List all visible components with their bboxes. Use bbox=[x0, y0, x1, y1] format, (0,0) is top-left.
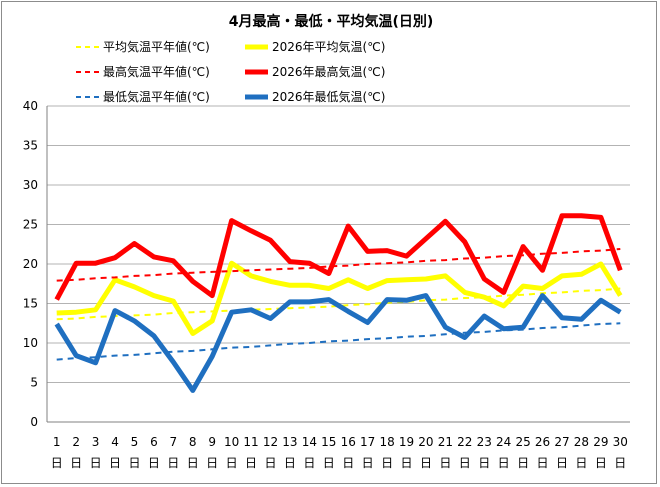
x-tick-label: 5 bbox=[131, 435, 139, 449]
x-tick-suffix: 日 bbox=[226, 456, 238, 470]
x-tick-suffix: 日 bbox=[381, 456, 393, 470]
x-tick-label: 15 bbox=[321, 435, 336, 449]
gridlines bbox=[46, 105, 630, 423]
x-tick-label: 9 bbox=[208, 435, 216, 449]
x-tick-label: 11 bbox=[243, 435, 258, 449]
x-tick-suffix: 日 bbox=[537, 456, 549, 470]
y-axis-ticks: 0 5 10 15 20 25 30 35 40 bbox=[23, 99, 38, 429]
legend-label-3: 2026年最高気温(℃) bbox=[272, 64, 385, 79]
x-tick-label: 12 bbox=[263, 435, 278, 449]
y-tick-label: 30 bbox=[23, 178, 38, 192]
x-tick-label: 29 bbox=[593, 435, 608, 449]
x-tick-suffix: 日 bbox=[342, 456, 354, 470]
x-tick-suffix: 日 bbox=[187, 456, 199, 470]
y-tick-label: 10 bbox=[23, 336, 38, 350]
x-tick-suffix: 日 bbox=[109, 456, 121, 470]
series-line-3 bbox=[54, 213, 623, 301]
x-tick-label: 28 bbox=[574, 435, 589, 449]
x-tick-suffix: 日 bbox=[517, 456, 529, 470]
x-tick-suffix: 日 bbox=[51, 456, 63, 470]
x-tick-label: 26 bbox=[535, 435, 550, 449]
x-tick-label: 13 bbox=[282, 435, 297, 449]
x-tick-label: 14 bbox=[302, 435, 317, 449]
y-tick-label: 15 bbox=[23, 297, 38, 311]
series-group bbox=[54, 213, 623, 393]
x-tick-label: 30 bbox=[613, 435, 628, 449]
legend-label-4: 最低気温平年値(℃) bbox=[103, 89, 210, 104]
x-tick-suffix: 日 bbox=[167, 456, 179, 470]
x-tick-label: 10 bbox=[224, 435, 239, 449]
x-tick-label: 20 bbox=[418, 435, 433, 449]
x-tick-suffix: 日 bbox=[303, 456, 315, 470]
x-tick-label: 2 bbox=[72, 435, 80, 449]
x-tick-suffix: 日 bbox=[401, 456, 413, 470]
x-tick-suffix: 日 bbox=[459, 456, 471, 470]
legend-label-1: 2026年平均気温(℃) bbox=[272, 39, 385, 54]
x-tick-label: 4 bbox=[111, 435, 119, 449]
x-tick-label: 1 bbox=[53, 435, 61, 449]
x-tick-label: 25 bbox=[515, 435, 530, 449]
y-tick-label: 25 bbox=[23, 218, 38, 232]
x-tick-suffix: 日 bbox=[264, 456, 276, 470]
x-tick-label: 8 bbox=[189, 435, 197, 449]
x-tick-suffix: 日 bbox=[90, 456, 102, 470]
legend-label-5: 2026年最低気温(℃) bbox=[272, 89, 385, 104]
x-tick-label: 22 bbox=[457, 435, 472, 449]
x-tick-suffix: 日 bbox=[362, 456, 374, 470]
x-tick-suffix: 日 bbox=[614, 456, 626, 470]
x-tick-label: 23 bbox=[477, 435, 492, 449]
x-tick-label: 27 bbox=[554, 435, 569, 449]
y-tick-label: 40 bbox=[23, 99, 38, 113]
x-tick-label: 16 bbox=[341, 435, 356, 449]
legend-label-0: 平均気温平年値(℃) bbox=[103, 39, 210, 54]
x-tick-suffix: 日 bbox=[478, 456, 490, 470]
x-tick-label: 24 bbox=[496, 435, 511, 449]
x-tick-suffix: 日 bbox=[556, 456, 568, 470]
x-tick-suffix: 日 bbox=[439, 456, 451, 470]
x-tick-label: 19 bbox=[399, 435, 414, 449]
series-line-1 bbox=[56, 260, 623, 336]
series-line-5 bbox=[54, 293, 622, 393]
x-tick-label: 21 bbox=[438, 435, 453, 449]
x-tick-suffix: 日 bbox=[206, 456, 218, 470]
x-tick-label: 6 bbox=[150, 435, 158, 449]
legend-label-2: 最高気温平年値(℃) bbox=[103, 64, 210, 79]
x-tick-suffix: 日 bbox=[148, 456, 160, 470]
x-axis-ticks: 1日2日3日4日5日6日7日8日9日10日11日12日13日14日15日16日1… bbox=[51, 435, 628, 470]
x-tick-suffix: 日 bbox=[70, 456, 82, 470]
legend: 平均気温平年値(℃) 2026年平均気温(℃) 最高気温平年値(℃) 2026年最高気… bbox=[76, 39, 385, 104]
x-tick-label: 18 bbox=[379, 435, 394, 449]
x-tick-suffix: 日 bbox=[420, 456, 432, 470]
x-tick-suffix: 日 bbox=[498, 456, 510, 470]
x-tick-suffix: 日 bbox=[128, 456, 140, 470]
y-tick-label: 0 bbox=[30, 415, 38, 429]
x-tick-suffix: 日 bbox=[595, 456, 607, 470]
x-tick-suffix: 日 bbox=[245, 456, 257, 470]
x-tick-suffix: 日 bbox=[284, 456, 296, 470]
y-tick-label: 35 bbox=[23, 139, 38, 153]
chart-title: 4月最高・最低・平均気温(日別) bbox=[229, 13, 434, 30]
y-tick-label: 20 bbox=[23, 257, 38, 271]
x-tick-suffix: 日 bbox=[575, 456, 587, 470]
y-tick-label: 5 bbox=[30, 376, 38, 390]
x-tick-suffix: 日 bbox=[323, 456, 335, 470]
x-tick-label: 3 bbox=[92, 435, 100, 449]
x-tick-label: 17 bbox=[360, 435, 375, 449]
x-tick-label: 7 bbox=[169, 435, 177, 449]
